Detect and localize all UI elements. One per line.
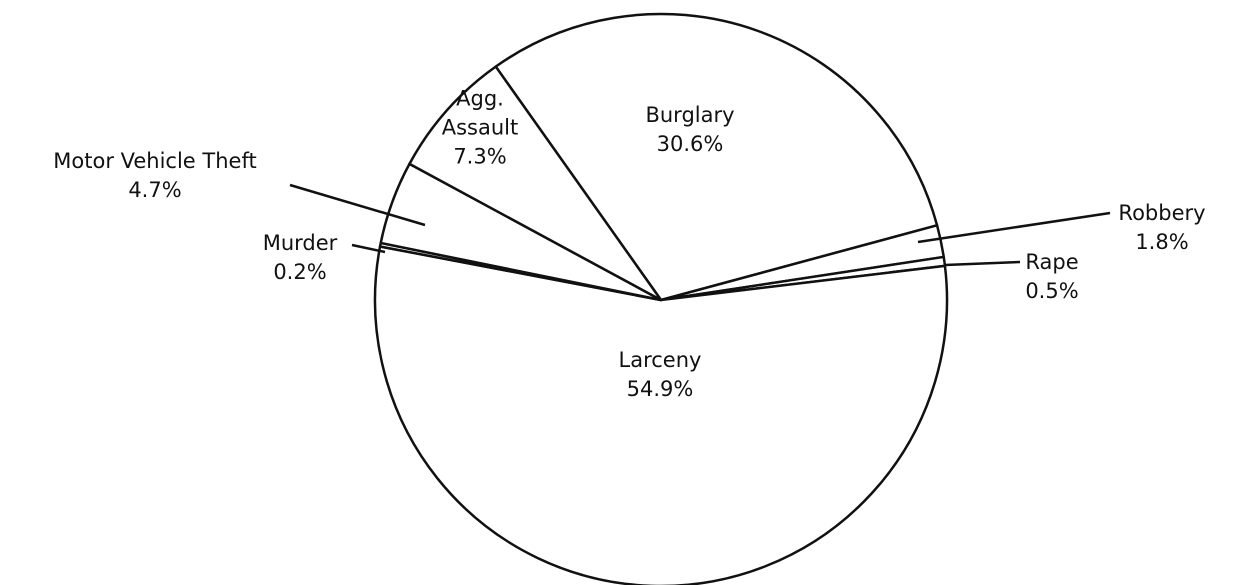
value-label: 0.2% xyxy=(273,260,327,284)
slice-label: Robbery 1.8% xyxy=(1118,199,1205,257)
category-label: Agg. Assault xyxy=(441,86,519,140)
value-label: 0.5% xyxy=(1025,279,1079,303)
category-label: Burglary xyxy=(645,103,735,127)
slice-label: Motor Vehicle Theft 4.7% xyxy=(53,147,256,205)
slice-label: Larceny 54.9% xyxy=(619,346,702,404)
slice-label: Murder 0.2% xyxy=(263,229,338,287)
slice-label: Agg. Assault 7.3% xyxy=(435,85,525,172)
value-label: 1.8% xyxy=(1135,230,1189,254)
value-label: 7.3% xyxy=(453,144,507,169)
leader-line xyxy=(351,243,386,254)
category-label: Motor Vehicle Theft xyxy=(53,149,257,173)
category-label: Robbery xyxy=(1118,201,1206,225)
value-label: 30.6% xyxy=(656,132,724,156)
value-label: 4.7% xyxy=(128,178,182,202)
pie-slice xyxy=(494,12,939,302)
slice-label: Rape 0.5% xyxy=(1025,248,1078,306)
category-label: Larceny xyxy=(618,348,702,372)
slice-label: Burglary 30.6% xyxy=(645,101,734,159)
category-label: Murder xyxy=(262,231,338,255)
pie-slice xyxy=(408,65,663,302)
leader-line xyxy=(944,260,1021,267)
leader-line xyxy=(289,183,426,227)
pie-slice xyxy=(373,245,949,585)
value-label: 54.9% xyxy=(626,377,694,401)
leader-line xyxy=(917,211,1111,244)
category-label: Rape xyxy=(1025,250,1079,274)
